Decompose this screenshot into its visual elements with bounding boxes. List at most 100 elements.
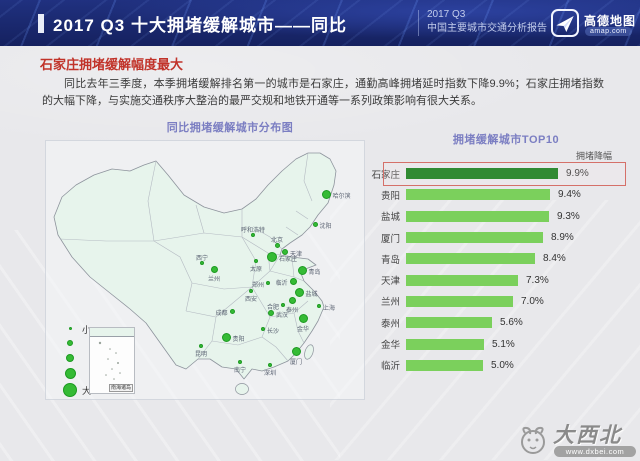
chart-row: 泰州 5.6% — [368, 312, 632, 333]
bar-category-label: 金华 — [380, 340, 400, 352]
city-dot — [268, 310, 274, 316]
city-label: 沈阳 — [319, 223, 332, 230]
city-label: 天津 — [290, 251, 303, 258]
bar — [406, 189, 550, 201]
city-dot — [297, 265, 307, 275]
city-label: 太原 — [249, 267, 262, 273]
city-label: 厦门 — [289, 359, 302, 366]
bar-category-label: 青岛 — [380, 254, 400, 266]
city-label: 北京 — [270, 237, 283, 244]
hainan-island — [235, 383, 249, 395]
header-divider — [418, 10, 419, 36]
city-label: 兰州 — [207, 276, 220, 283]
city-label: 合肥 — [266, 304, 279, 311]
bar — [406, 317, 492, 329]
city-label: 呼和浩特 — [240, 228, 265, 234]
city-label: 西宁 — [195, 256, 208, 262]
watermark-animal-icon — [521, 426, 545, 454]
city-dot — [267, 252, 277, 262]
city-dot — [289, 277, 297, 285]
inset-label: 南海诸岛 — [108, 384, 133, 392]
bar-value-label: 9.4% — [558, 189, 581, 201]
city-label: 石家庄 — [279, 256, 298, 263]
city-label: 哈尔滨 — [332, 193, 351, 200]
bar-category-label: 贵阳 — [380, 190, 400, 202]
legend-dot-5 — [63, 383, 77, 397]
legend-large-label: 大 — [82, 386, 92, 396]
watermark-url[interactable]: www.dxbei.com — [554, 446, 636, 457]
city-label: 盐城 — [305, 291, 318, 298]
amap-logo-domain: amap.com — [585, 27, 632, 36]
value-axis-label: 拥堵降幅 — [575, 151, 612, 161]
city-dot — [312, 221, 318, 227]
report-name: 中国主要城市交通分析报告 — [427, 23, 547, 34]
report-subtitle: 2017 Q3 中国主要城市交通分析报告 — [427, 8, 547, 36]
bar-value-label: 9.9% — [566, 168, 589, 180]
bar-value-label: 5.6% — [500, 317, 523, 329]
bar-category-label: 泰州 — [380, 318, 400, 330]
bar — [406, 274, 518, 286]
city-dot — [210, 265, 218, 273]
watermark-brand: 大西北 — [553, 422, 622, 447]
city-label: 南宁 — [233, 368, 246, 374]
city-label: 昆明 — [194, 352, 207, 358]
china-map — [53, 152, 337, 395]
city-dot — [200, 261, 204, 265]
city-dot — [251, 233, 255, 237]
map-title: 同比拥堵缓解城市分布图 — [166, 122, 294, 134]
city-dot — [291, 346, 301, 356]
chart-row: 兰州 7.0% — [368, 291, 632, 312]
city-label: 金华 — [296, 326, 309, 333]
chart-row: 金华 5.1% — [368, 333, 632, 354]
city-dot — [238, 360, 242, 364]
bar-value-label: 7.3% — [526, 274, 549, 286]
city-label: 贵阳 — [232, 336, 245, 343]
bar-category-label: 石家庄 — [371, 169, 400, 181]
bar — [406, 295, 513, 307]
title-accent-bar — [38, 14, 44, 33]
city-label: 长沙 — [267, 328, 280, 335]
amap-logo-icon[interactable] — [551, 9, 579, 37]
city-dot — [268, 363, 272, 367]
bar-category-label: 厦门 — [380, 233, 400, 245]
bar-value-label: 8.9% — [551, 232, 574, 244]
city-dot — [317, 304, 321, 308]
highlight-box — [383, 162, 626, 186]
bar-value-label: 5.1% — [492, 338, 515, 350]
legend-dot-1 — [69, 327, 72, 330]
city-label: 武汉 — [276, 312, 289, 319]
header-banner: 2017 Q3 十大拥堵缓解城市——同比 2017 Q3 中国主要城市交通分析报… — [0, 0, 640, 46]
city-label: 青岛 — [308, 269, 321, 276]
inset-coastline — [90, 328, 134, 337]
bar — [406, 253, 535, 265]
chart-row: 青岛 8.4% — [368, 248, 632, 269]
city-dot — [266, 281, 270, 285]
article-heading: 石家庄拥堵缓解幅度最大 — [40, 57, 184, 72]
report-quarter: 2017 Q3 — [427, 9, 466, 20]
city-label: 深圳 — [263, 371, 276, 377]
chart-row: 临沂 5.0% — [368, 355, 632, 376]
chart-row: 盐城 9.3% — [368, 206, 632, 227]
paper-plane-icon — [556, 16, 574, 32]
bar-chart: 石家庄 9.9% 贵阳 9.4% 盐城 9.3% 厦门 8.9% 青岛 8.4% 天津 7.3% 兰州 7… — [368, 163, 632, 376]
city-dot — [274, 242, 280, 248]
bar-value-label: 8.4% — [543, 253, 566, 265]
bar-category-label: 临沂 — [380, 361, 400, 373]
city-dot — [199, 344, 203, 348]
taiwan-island — [304, 344, 314, 360]
bar — [406, 168, 558, 180]
bar — [406, 359, 483, 371]
city-dot — [294, 287, 304, 297]
legend-dot-2 — [67, 340, 73, 346]
city-dot — [298, 313, 308, 323]
city-dot — [281, 303, 285, 307]
site-watermark[interactable]: 大西北 www.dxbei.com — [517, 421, 637, 459]
south-china-sea-inset: 南海诸岛 — [89, 327, 135, 394]
city-dot — [282, 249, 288, 255]
bar-category-label: 天津 — [380, 276, 400, 288]
chart-row: 厦门 8.9% — [368, 227, 632, 248]
city-label: 泰州 — [285, 307, 298, 314]
city-dot — [321, 189, 331, 199]
city-label: 西安 — [244, 297, 257, 303]
